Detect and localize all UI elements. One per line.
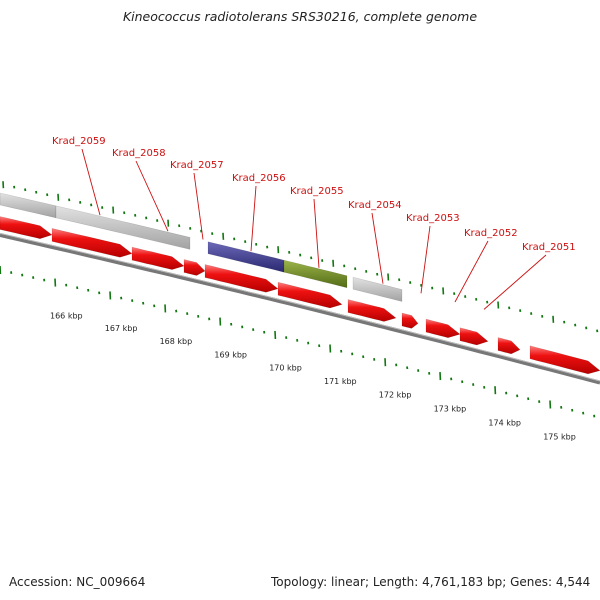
scale-label: 167 kbp: [105, 324, 138, 333]
gene-label: Krad_2052: [464, 228, 518, 239]
scale-label: 173 kbp: [434, 405, 467, 414]
tick-marks: [0, 181, 599, 418]
sequence-backbone: [0, 232, 600, 385]
upper-feature: [352, 276, 403, 302]
upper-feature: [55, 205, 191, 250]
upper-feature: [283, 259, 348, 289]
scale-label: 175 kbp: [543, 433, 576, 442]
upper-feature: [0, 192, 57, 219]
leader-line: [250, 185, 257, 252]
scale-label: 168 kbp: [160, 337, 193, 346]
gene-label: Krad_2054: [348, 200, 402, 211]
genome-summary: Topology: linear; Length: 4,761,183 bp; …: [271, 575, 591, 589]
map-title: Kineococcus radiotolerans SRS30216, comp…: [122, 9, 478, 24]
length-value: 4,761,183 bp: [422, 575, 503, 589]
upper-feature: [207, 241, 285, 273]
scale-label: 171 kbp: [324, 377, 357, 386]
scale-label: 166 kbp: [50, 312, 83, 321]
leader-line: [371, 212, 384, 284]
genes-value: 4,544: [555, 575, 591, 589]
cds-arrow: [459, 327, 489, 346]
leader-line: [420, 225, 431, 294]
gene-labels: Krad_2059 Krad_2058 Krad_2057 Krad_2056 Krad…: [52, 136, 576, 253]
scale-label: 172 kbp: [379, 391, 412, 400]
cds-arrow: [401, 312, 419, 329]
gene-label: Krad_2053: [406, 213, 460, 224]
cds-arrow: [347, 299, 397, 322]
gene-label: Krad_2055: [290, 186, 344, 197]
cds-arrow: [497, 337, 521, 355]
cds-arrow: [183, 259, 206, 276]
topology-label: Topology:: [271, 575, 328, 589]
accession-label: Accession:: [9, 575, 73, 589]
leader-line: [483, 254, 547, 310]
label-leader-lines: [81, 148, 547, 310]
leader-line: [313, 198, 320, 268]
cds-arrow: [425, 318, 461, 339]
length-label: Length:: [372, 575, 419, 589]
leader-line: [135, 160, 169, 232]
feature-track: [0, 192, 600, 375]
cds-arrow: [277, 281, 343, 309]
leader-line: [454, 240, 489, 303]
topology-value: linear: [330, 575, 365, 589]
cds-arrow: [0, 216, 53, 240]
scale-labels: 166 kbp 167 kbp 168 kbp 169 kbp 170 kbp 171 k…: [50, 312, 576, 442]
scale-label: 170 kbp: [269, 364, 302, 373]
gene-label: Krad_2057: [170, 160, 224, 171]
gene-label: Krad_2059: [52, 136, 106, 147]
scale-label: 174 kbp: [488, 419, 521, 428]
cds-arrow: [204, 264, 279, 293]
gene-label: Krad_2058: [112, 148, 166, 159]
backbone-highlight: [0, 232, 600, 382]
accession-info: Accession: NC_009664: [9, 575, 145, 589]
cds-arrow: [529, 345, 600, 375]
cds-arrow: [51, 228, 133, 258]
leader-line: [81, 148, 101, 216]
accession-value: NC_009664: [76, 575, 146, 589]
leader-line: [193, 172, 204, 240]
backbone-line: [0, 233, 600, 385]
cds-arrow: [131, 246, 185, 270]
gene-label: Krad_2051: [522, 242, 576, 253]
genes-label: Genes:: [510, 575, 553, 589]
gene-label: Krad_2056: [232, 173, 286, 184]
scale-label: 169 kbp: [214, 350, 247, 359]
